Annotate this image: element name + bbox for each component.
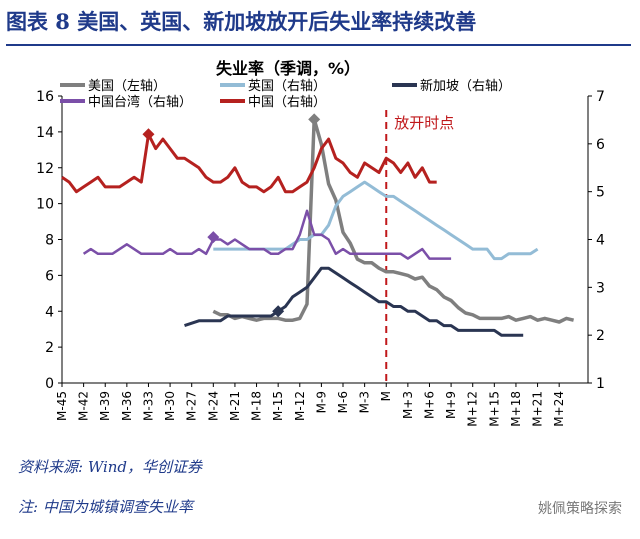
left-tick-label: 8 bbox=[45, 233, 54, 249]
series-line-3 bbox=[82, 209, 452, 260]
x-tick-label: M+18 bbox=[509, 391, 523, 427]
legend-label-0: 美国（左轴） bbox=[88, 79, 166, 94]
series-marker-2 bbox=[272, 305, 285, 318]
reopen-label: 放开时点 bbox=[394, 114, 454, 132]
right-tick-label: 7 bbox=[596, 89, 605, 105]
x-tick-label: M-45 bbox=[55, 391, 69, 421]
x-tick-label: M-36 bbox=[120, 391, 134, 421]
x-tick-label: M-18 bbox=[250, 391, 264, 421]
source-note: 资料来源: Wind，华创证券 bbox=[18, 458, 203, 476]
series-line-1 bbox=[213, 180, 539, 261]
x-tick-label: M-42 bbox=[77, 391, 91, 421]
left-tick-label: 10 bbox=[36, 197, 54, 213]
right-tick-label: 6 bbox=[596, 137, 605, 153]
x-tick-label: M+21 bbox=[531, 391, 545, 427]
series-line-4 bbox=[61, 132, 437, 194]
left-tick-label: 14 bbox=[36, 125, 54, 141]
x-tick-label: M+9 bbox=[444, 391, 458, 419]
x-tick-label: M-27 bbox=[185, 391, 199, 421]
title-underline bbox=[6, 44, 631, 46]
footnote: 注: 中国为城镇调查失业率 bbox=[18, 498, 193, 516]
left-tick-label: 6 bbox=[45, 268, 54, 284]
series-line-0 bbox=[212, 117, 575, 324]
x-tick-label: M+12 bbox=[466, 391, 480, 427]
left-tick-label: 0 bbox=[45, 376, 54, 392]
x-tick-label: M-30 bbox=[163, 391, 177, 421]
x-tick-label: M-6 bbox=[336, 391, 350, 413]
series-marker-3 bbox=[207, 231, 220, 244]
legend-label-3: 中国台湾（右轴） bbox=[88, 94, 192, 110]
right-tick-label: 4 bbox=[596, 233, 605, 249]
right-tick-label: 3 bbox=[596, 280, 605, 296]
x-tick-label: M-15 bbox=[271, 391, 285, 421]
x-tick-label: M-9 bbox=[314, 391, 328, 413]
left-tick-label: 16 bbox=[36, 89, 54, 105]
legend-label-2: 新加坡（右轴） bbox=[420, 78, 511, 94]
chart-title: 失业率（季调，%） bbox=[216, 59, 360, 78]
watermark: 姚佩策略探索 bbox=[538, 501, 622, 517]
x-tick-label: M+6 bbox=[422, 391, 436, 419]
x-tick-label: M+3 bbox=[401, 391, 415, 419]
x-tick-label: M-12 bbox=[293, 391, 307, 421]
series-line-2 bbox=[184, 266, 524, 337]
x-tick-label: M-33 bbox=[141, 391, 155, 421]
right-tick-label: 2 bbox=[596, 328, 605, 344]
left-tick-label: 4 bbox=[45, 304, 54, 320]
right-tick-label: 1 bbox=[596, 376, 605, 392]
x-tick-label: M-24 bbox=[206, 391, 220, 421]
right-tick-label: 5 bbox=[596, 185, 605, 201]
x-tick-label: M+15 bbox=[487, 391, 501, 427]
series-marker-0 bbox=[308, 113, 321, 126]
x-tick-label: M-21 bbox=[228, 391, 242, 421]
x-tick-label: M-3 bbox=[358, 391, 372, 413]
left-tick-label: 12 bbox=[36, 161, 54, 177]
legend-label-4: 中国（右轴） bbox=[248, 95, 326, 110]
series-marker-4 bbox=[142, 128, 155, 141]
x-tick-label: M-39 bbox=[98, 391, 112, 421]
x-tick-label: M+24 bbox=[552, 391, 566, 427]
legend-label-1: 英国（右轴） bbox=[248, 79, 326, 94]
x-tick-label: M bbox=[379, 391, 393, 401]
figure-title: 图表 8 美国、英国、新加坡放开后失业率持续改善 bbox=[6, 9, 477, 34]
left-tick-label: 2 bbox=[45, 340, 54, 356]
